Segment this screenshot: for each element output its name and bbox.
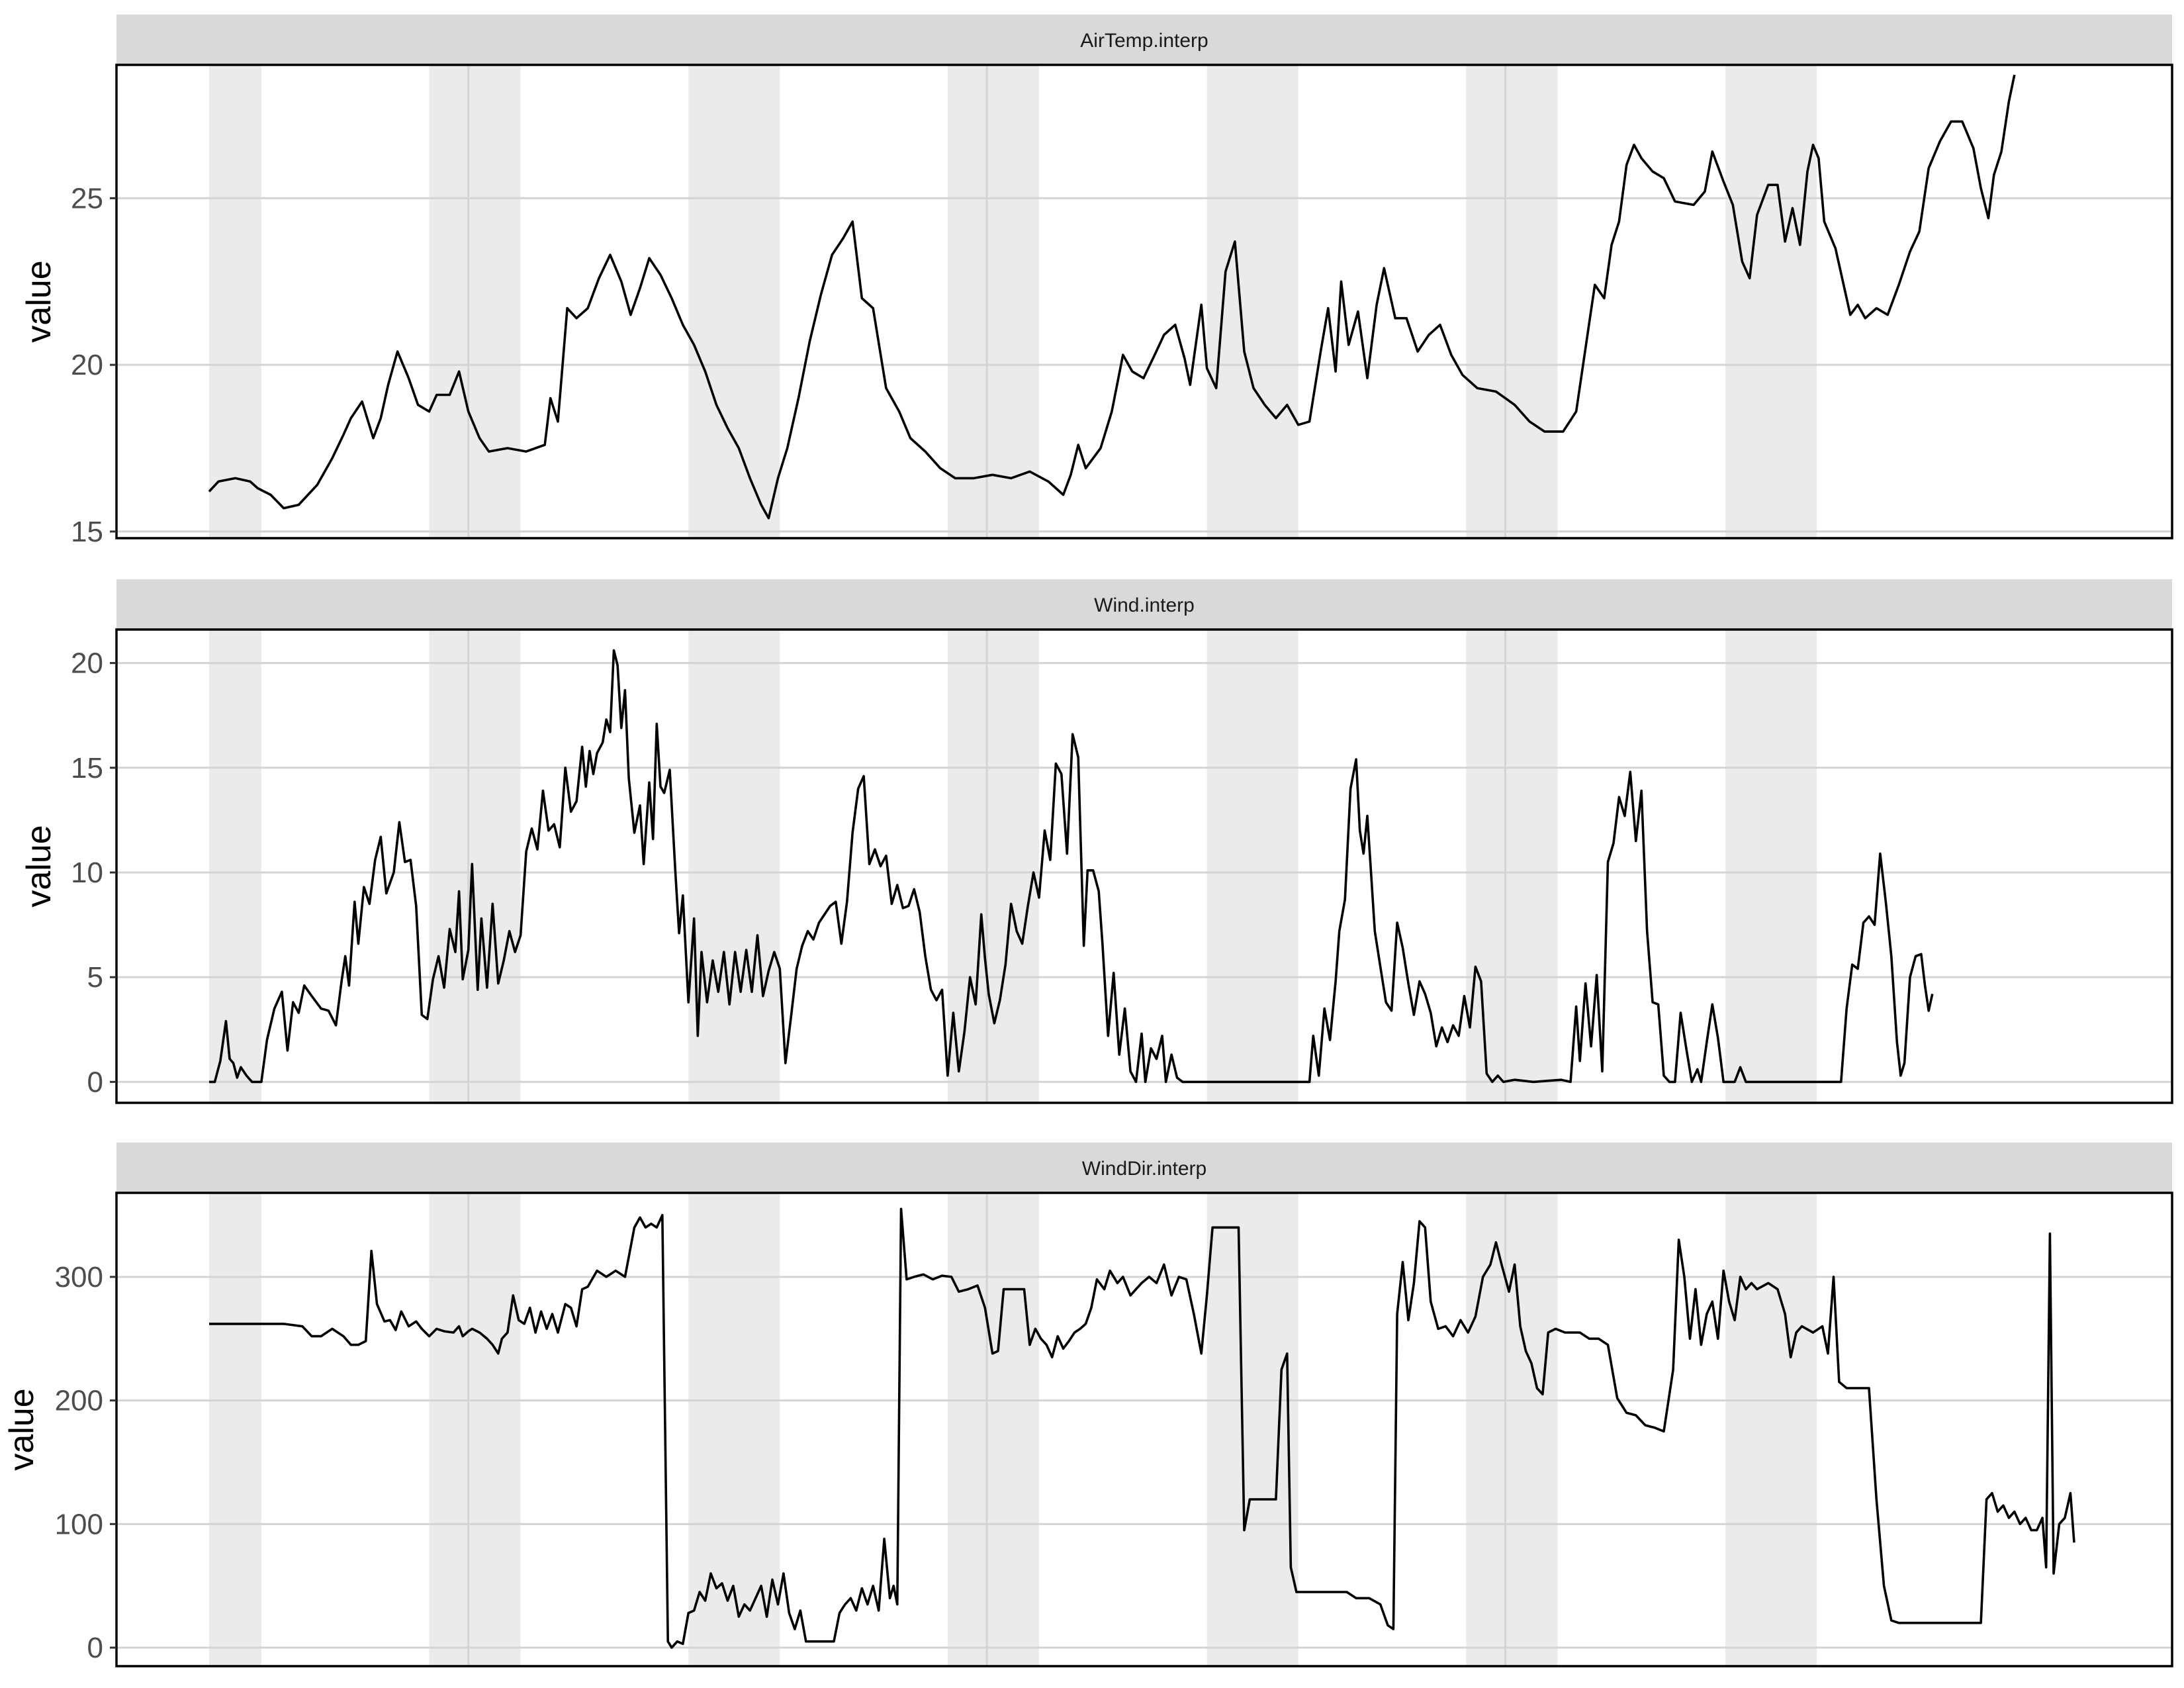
facet-strip <box>116 15 2172 65</box>
shaded-band <box>947 65 1040 538</box>
facet-strip-label: WindDir.interp <box>1082 1158 1206 1180</box>
y-tick-label: 5 <box>87 961 103 994</box>
y-tick-label: 0 <box>87 1066 103 1098</box>
shaded-band <box>209 1193 261 1666</box>
shaded-band <box>1206 1193 1298 1666</box>
facet-strip <box>116 579 2172 630</box>
panel-border <box>115 1192 2173 1667</box>
plot-background <box>116 1193 2172 1666</box>
shaded-band <box>1466 1193 1558 1666</box>
y-tick-label: 15 <box>71 516 103 548</box>
panel-1: AirTemp.interp 15 20 25 value <box>20 15 2173 548</box>
shaded-band <box>1466 630 1558 1103</box>
series-line <box>208 74 2016 520</box>
y-tick-label: 20 <box>71 349 103 381</box>
y-axis-title: value <box>20 825 58 907</box>
plot-background <box>116 630 2172 1103</box>
y-axis-title: value <box>3 1388 41 1470</box>
shaded-band <box>429 65 521 538</box>
shaded-band <box>1206 630 1298 1103</box>
y-tick-label: 15 <box>71 752 103 784</box>
y-tick-label: 200 <box>55 1385 103 1417</box>
facet-strip-label: AirTemp.interp <box>1080 30 1208 52</box>
shaded-band <box>1725 630 1817 1103</box>
shaded-band <box>1725 1193 1817 1666</box>
shaded-band <box>429 630 521 1103</box>
shaded-band <box>1725 65 1817 538</box>
shaded-band <box>1466 65 1558 538</box>
shaded-band <box>688 65 780 538</box>
y-axis-title: value <box>20 260 58 342</box>
panel-border <box>115 64 2173 539</box>
shaded-band <box>688 630 780 1103</box>
facet-strip-label: Wind.interp <box>1094 594 1195 616</box>
panel-2: Wind.interp 0 5 10 15 20 value <box>20 579 2173 1104</box>
panel-3: WindDir.interp 0 100 200 300 value <box>3 1143 2173 1667</box>
facet-strip <box>116 1143 2172 1193</box>
shaded-band <box>947 630 1040 1103</box>
plot-background <box>116 65 2172 538</box>
y-tick-label: 0 <box>87 1632 103 1664</box>
y-tick-label: 20 <box>71 647 103 680</box>
shaded-band <box>947 1193 1040 1666</box>
y-tick-label: 25 <box>71 182 103 214</box>
y-tick-label: 300 <box>55 1261 103 1293</box>
panel-border <box>115 628 2173 1104</box>
series-line <box>209 649 1934 1084</box>
shaded-band <box>209 65 261 538</box>
shaded-band <box>209 630 261 1103</box>
series-line <box>209 1207 2075 1649</box>
shaded-band <box>1206 65 1298 538</box>
shaded-band <box>429 1193 521 1666</box>
y-tick-label: 100 <box>55 1508 103 1540</box>
y-tick-label: 10 <box>71 857 103 889</box>
